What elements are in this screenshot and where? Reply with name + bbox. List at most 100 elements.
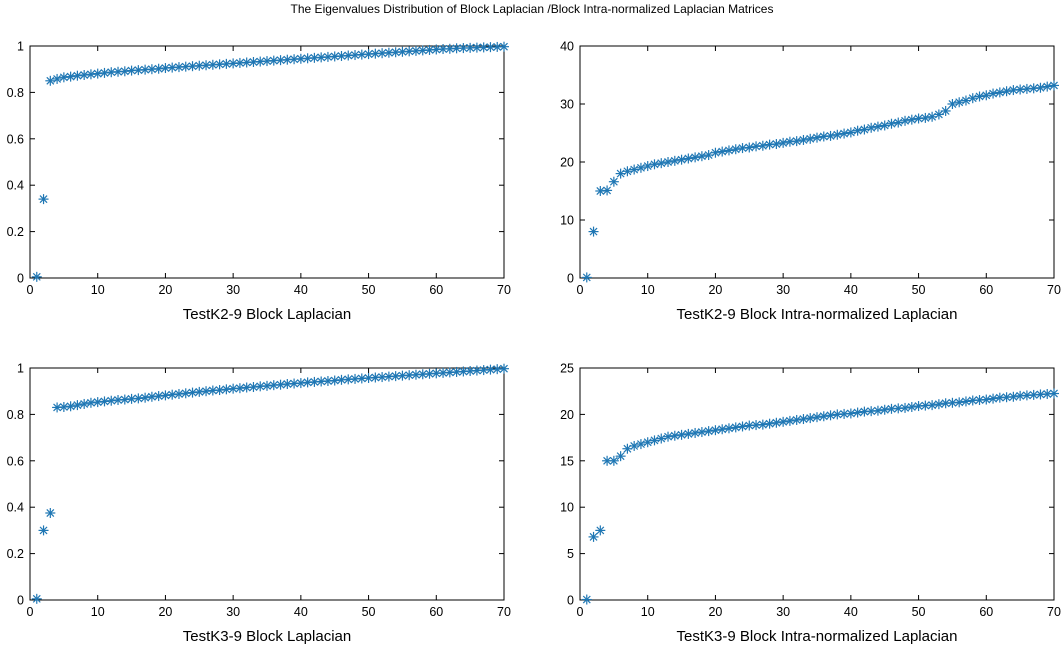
data-point [187,387,198,398]
data-point [173,388,184,399]
data-point [778,416,789,427]
data-point [1015,84,1026,95]
x-tick-label: 10 [91,605,105,619]
data-point [872,405,883,416]
x-tick-label: 0 [577,605,584,619]
data-point [248,382,259,393]
data-point [893,117,904,128]
data-point [595,525,606,536]
x-tick-label: 50 [912,605,926,619]
data-point [92,397,103,408]
data-point [1008,391,1019,402]
data-point [669,430,680,441]
data-point [602,185,613,196]
data-point [812,132,822,143]
data-point [79,70,90,80]
data-point [818,411,829,422]
data-point [119,394,130,405]
x-tick-label: 50 [362,605,376,619]
data-point [886,403,897,414]
data-point [913,113,924,124]
x-tick-label: 70 [1047,283,1061,297]
subplot-bottom-right: 0 10 20 30 40 50 60 70 0 5 10 15 20 25 TestK3-9 Block … [560,362,1061,646]
subplot-bottom-left: 0 10 20 30 40 50 60 70 0 0.2 0.4 0.6 0.8 1 TestK3-9 Bl… [7,362,511,646]
data-point [967,93,978,104]
data-point [940,398,951,409]
data-point [581,272,592,283]
data-point [717,424,728,435]
data-point [438,367,449,378]
x-tick-label: 60 [429,283,443,297]
data-point [629,440,640,451]
x-tick-label: 10 [641,283,655,297]
data-point [499,41,509,52]
data-point [615,451,626,462]
data-point [988,393,999,404]
x-tick-label: 10 [641,605,655,619]
data-point [588,226,599,237]
x-axis-label: TestK3-9 Block Laplacian [183,628,351,645]
data-point [960,95,971,106]
x-axis-label: TestK2-9 Block Laplacian [183,306,351,323]
y-tick-label: 0.8 [7,408,24,422]
data-point [1001,86,1012,97]
data-point [608,176,619,187]
data-point [933,399,944,410]
x-tick-label: 30 [226,605,240,619]
data-point [981,90,992,101]
x-tick-label: 30 [776,283,790,297]
data-point [940,105,951,116]
data-point [710,425,721,436]
axes-frame [579,367,1055,601]
data-point [839,128,850,139]
data-point [1001,392,1012,403]
data-point [642,161,653,172]
data-point [960,396,971,407]
data-point [295,378,306,389]
data-point [723,423,734,434]
data-point [31,271,42,282]
data-point [153,63,164,74]
data-point [38,194,49,205]
data-point [642,437,653,448]
data-point [65,401,76,412]
axes-frame [579,45,1055,279]
data-point [160,390,171,401]
data-point [845,127,856,138]
y-tick-label: 20 [560,156,574,170]
y-tick-label: 0.8 [7,86,24,100]
data-point [900,402,911,413]
data-point [58,401,69,412]
data-point [656,158,667,169]
y-tick-label: 0.6 [7,454,24,468]
data-point [771,417,782,428]
data-point [1035,82,1046,93]
x-tick-label: 40 [844,283,858,297]
data-point [309,52,320,63]
data-point [65,71,76,82]
data-point [52,73,63,84]
x-tick-label: 60 [429,605,443,619]
y-tick-label: 15 [560,454,574,468]
x-tick-label: 50 [362,283,376,297]
data-point [438,44,449,55]
y-tick-label: 0.4 [7,179,24,193]
data-point [1042,388,1053,399]
data-point [262,380,272,391]
data-point [38,525,49,536]
data-point [262,56,272,67]
y-tick-label: 0 [567,594,574,608]
y-tick-label: 10 [560,501,574,515]
figure-title: The Eigenvalues Distribution of Block La… [291,2,774,16]
data-point [825,410,836,421]
data-point [683,153,694,164]
y-tick-label: 0 [17,594,24,608]
y-tick-label: 1 [17,362,24,376]
data-point [954,397,965,408]
data-point [79,398,90,409]
axes-frame [29,367,505,601]
data-point [690,427,701,438]
data-point [343,374,354,385]
data-point [825,130,836,141]
